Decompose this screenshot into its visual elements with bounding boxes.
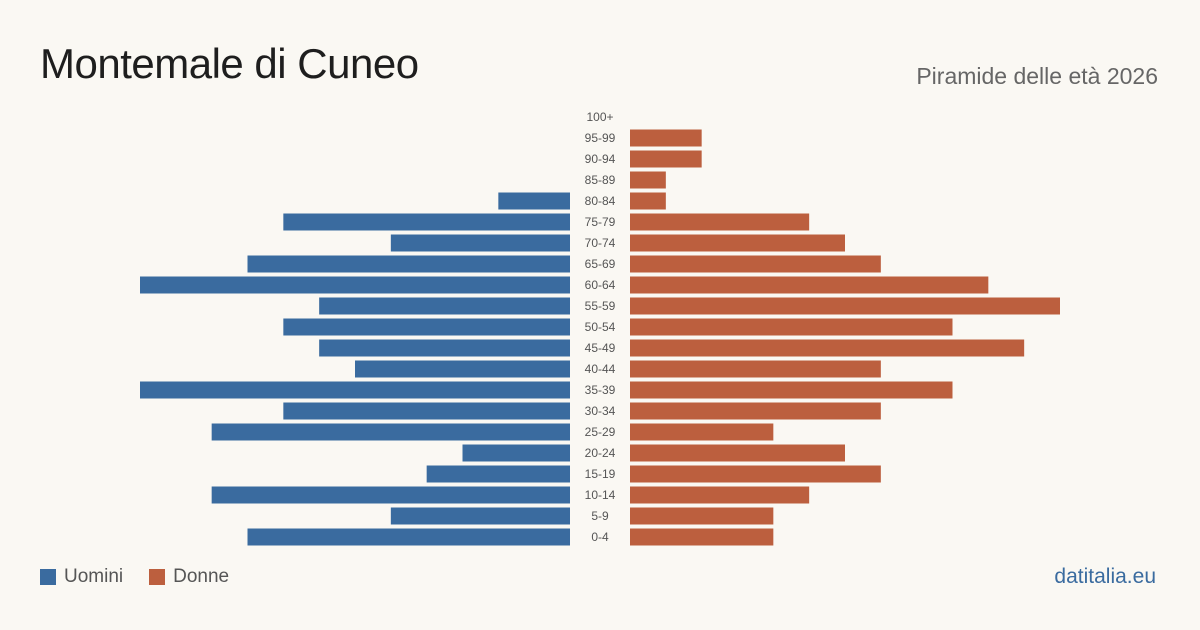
male-bar-15-19 [426,465,570,483]
legend-label-female: Donne [173,566,230,587]
female-bar-75-79 [630,213,810,231]
age-label-35-39: 35-39 [585,383,616,397]
male-swatch [40,569,56,585]
age-label-50-54: 50-54 [585,320,616,334]
female-bar-30-34 [630,402,881,420]
female-bar-45-49 [630,339,1025,357]
female-bar-90-94 [630,150,702,168]
female-bar-50-54 [630,318,953,336]
age-label-0-4: 0-4 [591,530,609,544]
female-bar-35-39 [630,381,953,399]
male-bar-30-34 [283,402,570,420]
legend-item-male: Uomini [40,566,123,588]
male-bar-80-84 [498,192,570,210]
male-bar-45-49 [319,339,570,357]
male-bar-20-24 [462,444,570,462]
male-bar-25-29 [211,423,570,441]
age-label-75-79: 75-79 [585,215,616,229]
male-bar-10-14 [211,486,570,504]
legend-item-female: Donne [149,566,229,588]
male-bar-0-4 [247,528,570,546]
female-bar-65-69 [630,255,881,273]
age-label-85-89: 85-89 [585,173,616,187]
male-bar-40-44 [355,360,570,378]
age-label-95-99: 95-99 [585,131,616,145]
age-label-20-24: 20-24 [585,446,616,460]
female-bar-95-99 [630,129,702,147]
legend-label-male: Uomini [64,566,124,587]
chart-subtitle: Piramide delle età 2026 [916,63,1158,89]
male-bar-5-9 [390,507,570,525]
male-bar-70-74 [390,234,570,252]
age-label-5-9: 5-9 [591,509,609,523]
age-label-40-44: 40-44 [585,362,616,376]
chart-legend: Uomini Donne [40,566,255,588]
male-bar-50-54 [283,318,570,336]
age-label-55-59: 55-59 [585,299,616,313]
age-label-10-14: 10-14 [585,488,616,502]
age-label-90-94: 90-94 [585,152,616,166]
female-bar-20-24 [630,444,845,462]
male-bar-75-79 [283,213,570,231]
age-label-30-34: 30-34 [585,404,616,418]
female-bar-5-9 [630,507,774,525]
male-bar-55-59 [319,297,570,315]
age-label-80-84: 80-84 [585,194,616,208]
female-bar-0-4 [630,528,774,546]
female-swatch [149,569,166,585]
age-label-70-74: 70-74 [585,236,616,250]
age-label-100plus: 100+ [586,110,613,124]
page-title: Montemale di Cuneo [40,40,419,87]
age-label-25-29: 25-29 [585,425,616,439]
male-bar-60-64 [140,276,570,294]
female-bar-60-64 [630,276,989,294]
age-label-65-69: 65-69 [585,257,616,271]
female-bar-80-84 [630,192,666,210]
female-bar-55-59 [630,297,1060,315]
female-bar-85-89 [630,171,666,189]
female-bar-40-44 [630,360,881,378]
female-bar-70-74 [630,234,845,252]
age-label-60-64: 60-64 [585,278,616,292]
female-bar-10-14 [630,486,810,504]
female-bar-15-19 [630,465,881,483]
source-link[interactable]: datitalia.eu [1054,565,1156,588]
age-label-15-19: 15-19 [585,467,616,481]
age-label-45-49: 45-49 [585,341,616,355]
male-bar-35-39 [140,381,570,399]
male-bar-65-69 [247,255,570,273]
female-bar-25-29 [630,423,774,441]
